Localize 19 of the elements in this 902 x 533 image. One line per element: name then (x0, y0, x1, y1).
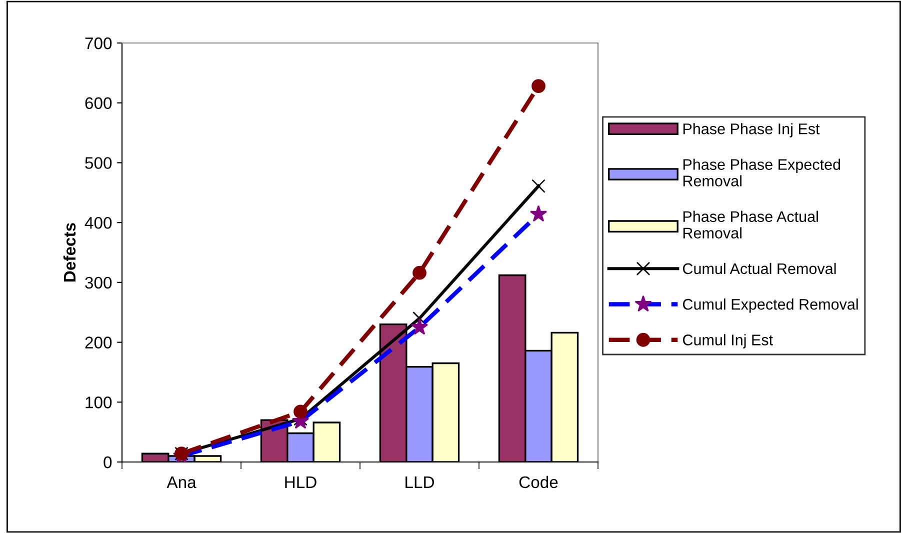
y-tick-label: 0 (104, 456, 112, 468)
legend-label: Cumul Actual Removal (682, 262, 836, 274)
x-tick-label: Code (519, 476, 558, 488)
x-tick-label: HLD (285, 476, 316, 488)
legend-label: Phase Phase Inj Est (683, 123, 820, 138)
y-tick-label: 500 (85, 157, 112, 169)
y-tick-label: 100 (86, 396, 112, 408)
y-tick-label: 600 (85, 97, 112, 110)
y-tick-label: 300 (85, 276, 112, 289)
legend-label: Phase Phase Expected Removal (683, 158, 840, 186)
legend-label: Cumul Expected Removal (682, 298, 858, 313)
legend-label: Phase Phase Actual Removal (683, 210, 818, 238)
y-tick-label: 400 (84, 216, 112, 229)
x-tick-label: LLD (406, 476, 434, 488)
y-tick-label: 700 (85, 37, 112, 50)
y-axis-title: Defects (63, 223, 76, 282)
y-tick-label: 200 (85, 336, 112, 348)
x-tick-label: Ana (166, 476, 196, 488)
legend-label: Cumul Inj Est (682, 334, 773, 348)
